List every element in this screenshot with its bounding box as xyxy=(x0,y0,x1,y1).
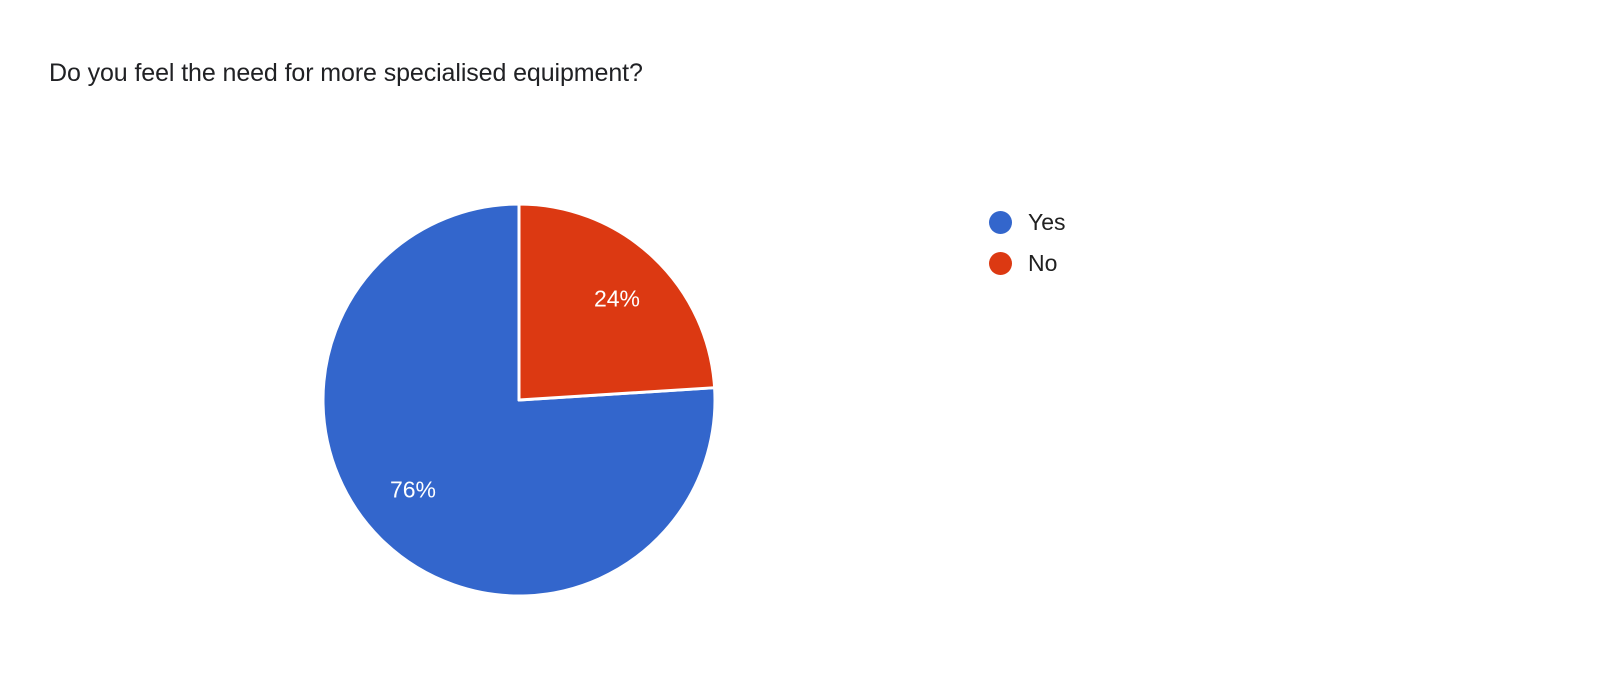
pie-slice-value-yes: 76% xyxy=(389,476,437,503)
legend-color-dot-yes xyxy=(989,211,1012,234)
legend-item-no[interactable]: No xyxy=(989,243,1066,284)
legend-label-no: No xyxy=(1028,250,1058,276)
pie-slice-value-no: 24% xyxy=(593,285,641,312)
legend-label-yes: Yes xyxy=(1028,209,1066,235)
chart-legend: Yes No xyxy=(989,202,1066,284)
pie-slice-yes[interactable] xyxy=(321,202,717,598)
legend-item-yes[interactable]: Yes xyxy=(989,202,1066,243)
pie-slice-no[interactable] xyxy=(517,202,717,402)
legend-color-dot-no xyxy=(989,252,1012,275)
page-title: Do you feel the need for more specialise… xyxy=(49,59,643,87)
